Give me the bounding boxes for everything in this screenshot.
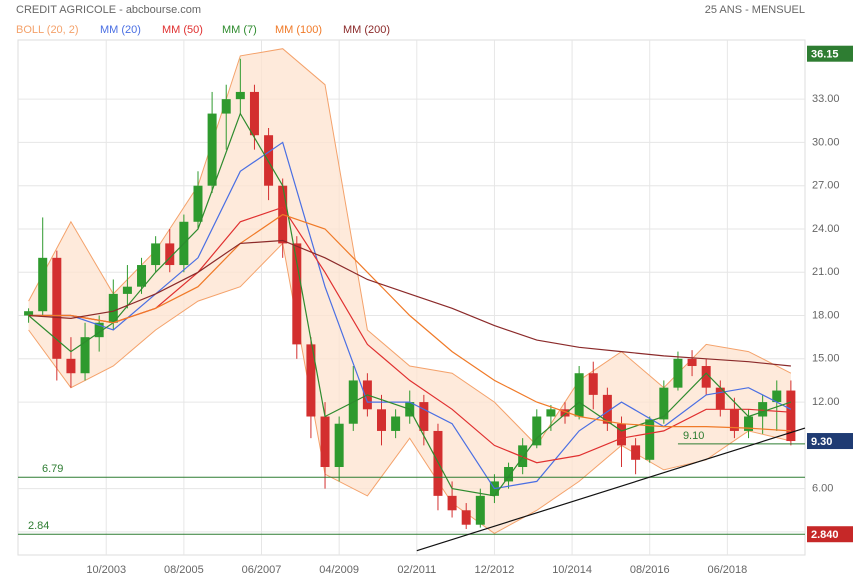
x-tick-label: 02/2011 bbox=[397, 564, 436, 576]
bollinger-lower bbox=[28, 242, 792, 534]
level-label: 9.10 bbox=[683, 430, 704, 442]
y-tick-label: 30.00 bbox=[812, 136, 840, 148]
candle-body bbox=[645, 419, 655, 460]
level-label: 6.79 bbox=[42, 463, 63, 475]
candle-body bbox=[461, 510, 471, 525]
trend-line bbox=[416, 427, 806, 552]
candle-body bbox=[306, 344, 316, 417]
candle-body bbox=[574, 373, 584, 417]
x-tick-label: 12/2012 bbox=[475, 564, 515, 576]
candle-body bbox=[221, 99, 231, 114]
candle-body bbox=[673, 358, 683, 388]
candle-body bbox=[631, 445, 641, 460]
y-tick-label: 27.00 bbox=[812, 180, 840, 192]
price-box-label: 9.30 bbox=[811, 436, 832, 448]
candle-body bbox=[744, 416, 754, 431]
chart-title: CREDIT AGRICOLE - abcbourse.com bbox=[16, 4, 201, 16]
x-tick-label: 06/2018 bbox=[707, 564, 747, 576]
y-tick-label: 6.00 bbox=[812, 483, 833, 495]
level-label: 2.84 bbox=[28, 520, 49, 532]
price-box bbox=[807, 526, 853, 543]
candle-body bbox=[235, 91, 245, 100]
candle-body bbox=[66, 358, 76, 374]
legend-entry: MM (20) bbox=[100, 24, 141, 36]
candle-body bbox=[320, 416, 330, 468]
legend-entry: MM (100) bbox=[275, 24, 322, 36]
price-box-label: 2.840 bbox=[811, 529, 839, 541]
candle-body bbox=[518, 445, 528, 468]
candle-body bbox=[52, 257, 62, 359]
candle-body bbox=[447, 495, 457, 511]
candle-body bbox=[772, 390, 782, 403]
candle-body bbox=[391, 416, 401, 431]
candle-body bbox=[264, 135, 274, 186]
y-tick-label: 18.00 bbox=[812, 309, 840, 321]
price-box bbox=[807, 433, 853, 450]
candle-body bbox=[334, 423, 344, 468]
candle-body bbox=[729, 409, 739, 431]
moving-average bbox=[28, 239, 791, 367]
candle-body bbox=[786, 390, 796, 442]
candle-body bbox=[687, 358, 697, 367]
candle-body bbox=[419, 402, 429, 431]
candle-body bbox=[151, 243, 161, 266]
candle-body bbox=[94, 322, 104, 338]
moving-average bbox=[28, 213, 791, 432]
candle-body bbox=[758, 402, 768, 417]
candle-body bbox=[292, 243, 302, 345]
candle-body bbox=[659, 387, 669, 420]
candle-body bbox=[193, 185, 203, 222]
candle-body bbox=[560, 409, 570, 417]
chart-subtitle: 25 ANS - MENSUEL bbox=[705, 4, 805, 16]
candle-body bbox=[24, 311, 34, 316]
candle-body bbox=[504, 467, 514, 482]
candle-body bbox=[532, 416, 542, 446]
candle-body bbox=[616, 423, 626, 446]
legend-entry: MM (200) bbox=[343, 24, 390, 36]
candle-body bbox=[80, 337, 90, 374]
x-tick-label: 08/2016 bbox=[630, 564, 670, 576]
candle-body bbox=[377, 409, 387, 431]
x-tick-label: 10/2003 bbox=[86, 564, 126, 576]
x-tick-label: 10/2014 bbox=[552, 564, 592, 576]
y-tick-label: 21.00 bbox=[812, 266, 840, 278]
y-tick-label: 12.00 bbox=[812, 396, 840, 408]
legend-entry: MM (7) bbox=[222, 24, 257, 36]
moving-average bbox=[28, 112, 792, 497]
y-tick-label: 24.00 bbox=[812, 223, 840, 235]
x-tick-label: 08/2005 bbox=[164, 564, 204, 576]
candle-body bbox=[207, 113, 217, 186]
x-tick-label: 04/2009 bbox=[319, 564, 359, 576]
candle-body bbox=[137, 265, 147, 287]
candle-body bbox=[38, 257, 48, 312]
candle-body bbox=[701, 366, 711, 388]
price-box-label: 36.15 bbox=[811, 49, 839, 61]
candle-body bbox=[715, 387, 725, 410]
price-box bbox=[807, 45, 853, 62]
candle-body bbox=[588, 373, 598, 395]
candle-body bbox=[602, 394, 612, 424]
legend-entry: BOLL (20, 2) bbox=[16, 24, 79, 36]
candle-body bbox=[546, 409, 556, 417]
candle-body bbox=[108, 293, 118, 323]
legend-entry: MM (50) bbox=[162, 24, 203, 36]
candle-body bbox=[122, 286, 132, 294]
y-tick-label: 15.00 bbox=[812, 353, 840, 365]
y-tick-label: 33.00 bbox=[812, 93, 840, 105]
x-tick-label: 06/2007 bbox=[242, 564, 282, 576]
candle-body bbox=[249, 91, 259, 136]
candle-body bbox=[165, 243, 175, 266]
candle-body bbox=[475, 495, 485, 525]
